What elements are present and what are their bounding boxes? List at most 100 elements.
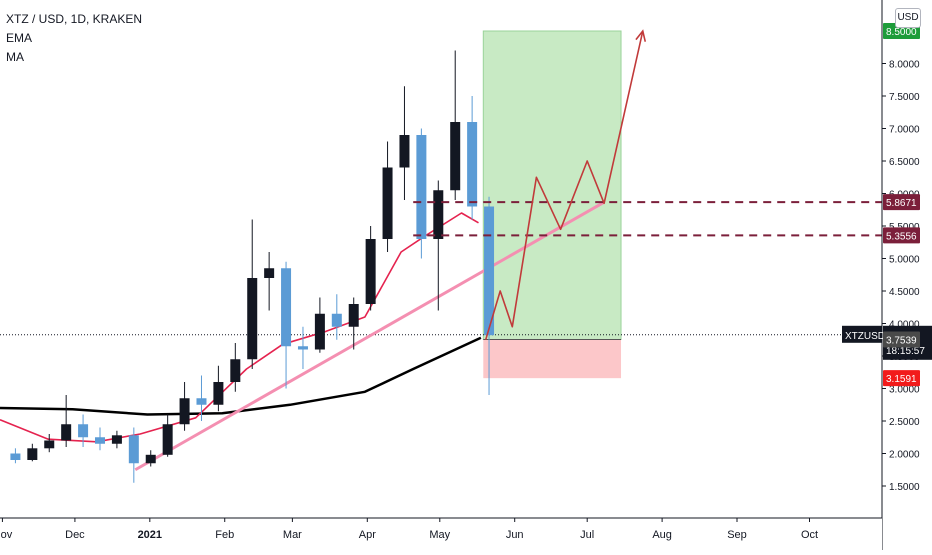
countdown-text: 18:15:57 (886, 346, 925, 357)
ticker-badge-text: XTZUSD (845, 331, 885, 342)
indicator-ema-label[interactable]: EMA (6, 31, 33, 45)
time-tick-label: Sep (727, 529, 747, 541)
candle (61, 395, 72, 447)
currency-button[interactable]: USD (895, 8, 921, 28)
candle (196, 375, 207, 421)
price-tick-label: 4.5000 (889, 287, 920, 298)
candle-body (467, 122, 478, 207)
forecast-arrowhead (635, 29, 647, 42)
candle (145, 450, 156, 467)
entry-price-badge-text: 3.7539 (886, 335, 917, 346)
candle (179, 382, 190, 431)
candle-body (365, 239, 376, 304)
candle-body (450, 122, 461, 191)
candle-body (416, 135, 427, 239)
candle (450, 50, 461, 200)
candle (281, 261, 292, 389)
time-tick-label: Aug (652, 529, 672, 541)
candle-body (297, 346, 308, 350)
time-tick-label: Oct (801, 529, 818, 541)
symbol-title: XTZ / USD, 1D, KRAKEN (6, 12, 143, 26)
candle-body (179, 398, 190, 425)
entry-price-badge (883, 331, 920, 348)
candle (382, 141, 393, 252)
time-tick-label: Jun (506, 529, 524, 541)
candle-body (247, 278, 258, 360)
time-tick-label: May (429, 529, 450, 541)
candle-body (111, 435, 122, 444)
candle-body (128, 435, 139, 464)
price-tick-label: 7.0000 (889, 125, 920, 136)
candle (247, 219, 258, 369)
candle-body (196, 398, 207, 405)
candle (213, 365, 224, 412)
price-tick-label: 2.0000 (889, 450, 920, 461)
time-tick-label: Jul (580, 529, 594, 541)
candle (264, 252, 275, 311)
candle (10, 448, 21, 464)
time-tick-label: Apr (359, 529, 376, 541)
candle (111, 430, 122, 449)
candle (94, 427, 105, 451)
candle-body (264, 268, 275, 278)
candle (331, 294, 342, 340)
candle-body (314, 313, 325, 350)
candle-body (10, 453, 21, 460)
price-tick-label: 4.0000 (889, 320, 920, 331)
candle-body (433, 190, 444, 239)
candle-body (44, 440, 55, 449)
candle (78, 414, 89, 447)
candle-body (230, 359, 241, 382)
level-low-badge (883, 227, 920, 244)
candle (399, 86, 410, 200)
candle (27, 443, 38, 462)
candle-body (399, 135, 410, 168)
price-axis (882, 0, 932, 550)
level-high-badge-text: 5.8671 (886, 198, 917, 209)
price-tick-label: 2.5000 (889, 417, 920, 428)
price-tick-label: 3.0000 (889, 385, 920, 396)
stop-price-badge-text: 3.1591 (886, 374, 917, 385)
candle (433, 180, 444, 311)
time-axis (0, 518, 882, 550)
ema-line (0, 212, 479, 443)
candle (162, 414, 173, 457)
time-tick-label: 2021 (138, 529, 162, 541)
level-high-badge (883, 194, 920, 211)
time-tick-label: Nov (0, 529, 13, 541)
candle-body (213, 382, 224, 405)
candle-body (348, 304, 359, 327)
price-tick-label: 5.0000 (889, 255, 920, 266)
candle-body (331, 313, 342, 327)
candle (314, 297, 325, 353)
time-tick-label: Feb (215, 529, 234, 541)
target-price-badge-text: 8.5000 (886, 27, 917, 38)
candle-body (78, 424, 89, 438)
candle-body (61, 424, 72, 441)
candle-body (382, 167, 393, 239)
candle (484, 196, 495, 395)
indicator-ma-label[interactable]: MA (6, 50, 24, 64)
candle-body (484, 206, 495, 336)
candle-body (94, 437, 105, 444)
level-low-badge-text: 5.3556 (886, 231, 917, 242)
candle-body (145, 454, 156, 464)
candle (44, 434, 55, 453)
candle (230, 343, 241, 392)
candle (416, 128, 427, 259)
price-tick-label: 6.5000 (889, 157, 920, 168)
price-tick-label: 8.0000 (889, 60, 920, 71)
price-tick-label: 7.5000 (889, 92, 920, 103)
ma-line (0, 336, 482, 416)
candle (365, 226, 376, 311)
chart-legend: XTZ / USD, 1D, KRAKEN EMA MA (6, 10, 142, 67)
stop-zone (483, 339, 622, 379)
forecast-path (484, 30, 644, 341)
time-tick-label: Mar (283, 529, 302, 541)
candle (128, 427, 139, 483)
ticker-badge (842, 325, 882, 343)
candle-body (162, 424, 173, 455)
candle (297, 326, 308, 369)
